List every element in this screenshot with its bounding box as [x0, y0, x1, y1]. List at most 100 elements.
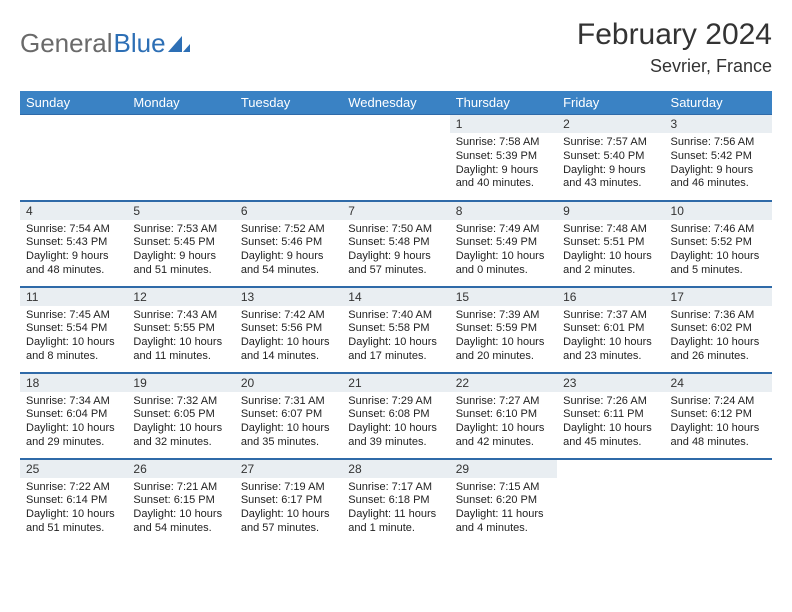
weekday-header-row: SundayMondayTuesdayWednesdayThursdayFrid… — [20, 91, 772, 114]
day-number: 16 — [557, 287, 664, 306]
calendar-day-cell: 28Sunrise: 7:17 AMSunset: 6:18 PMDayligh… — [342, 458, 449, 544]
calendar-day-cell: 5Sunrise: 7:53 AMSunset: 5:45 PMDaylight… — [127, 200, 234, 286]
day-number: 15 — [450, 287, 557, 306]
calendar-week-row: 4Sunrise: 7:54 AMSunset: 5:43 PMDaylight… — [20, 200, 772, 286]
day-number: 9 — [557, 201, 664, 220]
day-details: Sunrise: 7:31 AMSunset: 6:07 PMDaylight:… — [235, 392, 342, 454]
calendar-day-cell: 13Sunrise: 7:42 AMSunset: 5:56 PMDayligh… — [235, 286, 342, 372]
calendar-day-cell: 2Sunrise: 7:57 AMSunset: 5:40 PMDaylight… — [557, 114, 664, 200]
calendar-day-cell: 4Sunrise: 7:54 AMSunset: 5:43 PMDaylight… — [20, 200, 127, 286]
calendar-week-row: 11Sunrise: 7:45 AMSunset: 5:54 PMDayligh… — [20, 286, 772, 372]
day-number: 10 — [665, 201, 772, 220]
day-number: 22 — [450, 373, 557, 392]
calendar-day-cell: 23Sunrise: 7:26 AMSunset: 6:11 PMDayligh… — [557, 372, 664, 458]
calendar-day-cell: 16Sunrise: 7:37 AMSunset: 6:01 PMDayligh… — [557, 286, 664, 372]
day-details: Sunrise: 7:48 AMSunset: 5:51 PMDaylight:… — [557, 220, 664, 282]
calendar-day-cell: 10Sunrise: 7:46 AMSunset: 5:52 PMDayligh… — [665, 200, 772, 286]
day-number: 18 — [20, 373, 127, 392]
calendar-day-cell — [20, 114, 127, 200]
calendar-day-cell: 27Sunrise: 7:19 AMSunset: 6:17 PMDayligh… — [235, 458, 342, 544]
brand-logo: GeneralBlue — [20, 24, 190, 59]
day-number: 11 — [20, 287, 127, 306]
calendar-day-cell: 17Sunrise: 7:36 AMSunset: 6:02 PMDayligh… — [665, 286, 772, 372]
day-details: Sunrise: 7:40 AMSunset: 5:58 PMDaylight:… — [342, 306, 449, 368]
calendar-day-cell — [557, 458, 664, 544]
weekday-header: Tuesday — [235, 91, 342, 114]
weekday-header: Sunday — [20, 91, 127, 114]
day-number: 14 — [342, 287, 449, 306]
day-number: 21 — [342, 373, 449, 392]
calendar-day-cell: 14Sunrise: 7:40 AMSunset: 5:58 PMDayligh… — [342, 286, 449, 372]
day-number: 19 — [127, 373, 234, 392]
day-number: 4 — [20, 201, 127, 220]
calendar-table: SundayMondayTuesdayWednesdayThursdayFrid… — [20, 91, 772, 544]
day-number: 24 — [665, 373, 772, 392]
calendar-day-cell — [665, 458, 772, 544]
day-number: 28 — [342, 459, 449, 478]
day-number: 27 — [235, 459, 342, 478]
calendar-day-cell: 6Sunrise: 7:52 AMSunset: 5:46 PMDaylight… — [235, 200, 342, 286]
weekday-header: Friday — [557, 91, 664, 114]
day-number: 6 — [235, 201, 342, 220]
day-number: 3 — [665, 114, 772, 133]
day-details: Sunrise: 7:19 AMSunset: 6:17 PMDaylight:… — [235, 478, 342, 540]
calendar-day-cell — [235, 114, 342, 200]
weekday-header: Wednesday — [342, 91, 449, 114]
day-details: Sunrise: 7:46 AMSunset: 5:52 PMDaylight:… — [665, 220, 772, 282]
calendar-day-cell: 15Sunrise: 7:39 AMSunset: 5:59 PMDayligh… — [450, 286, 557, 372]
day-number: 17 — [665, 287, 772, 306]
weekday-header: Monday — [127, 91, 234, 114]
day-details: Sunrise: 7:50 AMSunset: 5:48 PMDaylight:… — [342, 220, 449, 282]
day-number: 5 — [127, 201, 234, 220]
day-details: Sunrise: 7:57 AMSunset: 5:40 PMDaylight:… — [557, 133, 664, 195]
day-details: Sunrise: 7:32 AMSunset: 6:05 PMDaylight:… — [127, 392, 234, 454]
calendar-week-row: 1Sunrise: 7:58 AMSunset: 5:39 PMDaylight… — [20, 114, 772, 200]
calendar-day-cell — [342, 114, 449, 200]
calendar-day-cell: 20Sunrise: 7:31 AMSunset: 6:07 PMDayligh… — [235, 372, 342, 458]
day-number: 2 — [557, 114, 664, 133]
calendar-day-cell: 26Sunrise: 7:21 AMSunset: 6:15 PMDayligh… — [127, 458, 234, 544]
day-details: Sunrise: 7:22 AMSunset: 6:14 PMDaylight:… — [20, 478, 127, 540]
calendar-week-row: 25Sunrise: 7:22 AMSunset: 6:14 PMDayligh… — [20, 458, 772, 544]
page-header: GeneralBlue February 2024 Sevrier, Franc… — [20, 18, 772, 77]
calendar-day-cell: 12Sunrise: 7:43 AMSunset: 5:55 PMDayligh… — [127, 286, 234, 372]
day-details: Sunrise: 7:52 AMSunset: 5:46 PMDaylight:… — [235, 220, 342, 282]
brand-part2: Blue — [114, 28, 166, 59]
calendar-day-cell: 9Sunrise: 7:48 AMSunset: 5:51 PMDaylight… — [557, 200, 664, 286]
calendar-day-cell: 3Sunrise: 7:56 AMSunset: 5:42 PMDaylight… — [665, 114, 772, 200]
day-details: Sunrise: 7:43 AMSunset: 5:55 PMDaylight:… — [127, 306, 234, 368]
day-number: 7 — [342, 201, 449, 220]
weekday-header: Thursday — [450, 91, 557, 114]
day-details: Sunrise: 7:49 AMSunset: 5:49 PMDaylight:… — [450, 220, 557, 282]
calendar-day-cell: 29Sunrise: 7:15 AMSunset: 6:20 PMDayligh… — [450, 458, 557, 544]
day-details: Sunrise: 7:37 AMSunset: 6:01 PMDaylight:… — [557, 306, 664, 368]
calendar-day-cell: 1Sunrise: 7:58 AMSunset: 5:39 PMDaylight… — [450, 114, 557, 200]
calendar-body: 1Sunrise: 7:58 AMSunset: 5:39 PMDaylight… — [20, 114, 772, 544]
location-label: Sevrier, France — [577, 56, 772, 77]
calendar-day-cell: 11Sunrise: 7:45 AMSunset: 5:54 PMDayligh… — [20, 286, 127, 372]
day-details: Sunrise: 7:42 AMSunset: 5:56 PMDaylight:… — [235, 306, 342, 368]
day-details: Sunrise: 7:21 AMSunset: 6:15 PMDaylight:… — [127, 478, 234, 540]
title-block: February 2024 Sevrier, France — [577, 18, 772, 77]
calendar-week-row: 18Sunrise: 7:34 AMSunset: 6:04 PMDayligh… — [20, 372, 772, 458]
weekday-header: Saturday — [665, 91, 772, 114]
day-number: 12 — [127, 287, 234, 306]
day-details: Sunrise: 7:26 AMSunset: 6:11 PMDaylight:… — [557, 392, 664, 454]
calendar-day-cell: 25Sunrise: 7:22 AMSunset: 6:14 PMDayligh… — [20, 458, 127, 544]
day-details: Sunrise: 7:29 AMSunset: 6:08 PMDaylight:… — [342, 392, 449, 454]
day-number: 8 — [450, 201, 557, 220]
day-details: Sunrise: 7:15 AMSunset: 6:20 PMDaylight:… — [450, 478, 557, 540]
day-details: Sunrise: 7:36 AMSunset: 6:02 PMDaylight:… — [665, 306, 772, 368]
day-details: Sunrise: 7:58 AMSunset: 5:39 PMDaylight:… — [450, 133, 557, 195]
calendar-day-cell: 19Sunrise: 7:32 AMSunset: 6:05 PMDayligh… — [127, 372, 234, 458]
day-details: Sunrise: 7:45 AMSunset: 5:54 PMDaylight:… — [20, 306, 127, 368]
calendar-day-cell: 8Sunrise: 7:49 AMSunset: 5:49 PMDaylight… — [450, 200, 557, 286]
day-details: Sunrise: 7:54 AMSunset: 5:43 PMDaylight:… — [20, 220, 127, 282]
day-number: 20 — [235, 373, 342, 392]
day-details: Sunrise: 7:27 AMSunset: 6:10 PMDaylight:… — [450, 392, 557, 454]
day-details: Sunrise: 7:24 AMSunset: 6:12 PMDaylight:… — [665, 392, 772, 454]
day-details: Sunrise: 7:56 AMSunset: 5:42 PMDaylight:… — [665, 133, 772, 195]
day-number: 13 — [235, 287, 342, 306]
day-number: 23 — [557, 373, 664, 392]
month-title: February 2024 — [577, 18, 772, 52]
